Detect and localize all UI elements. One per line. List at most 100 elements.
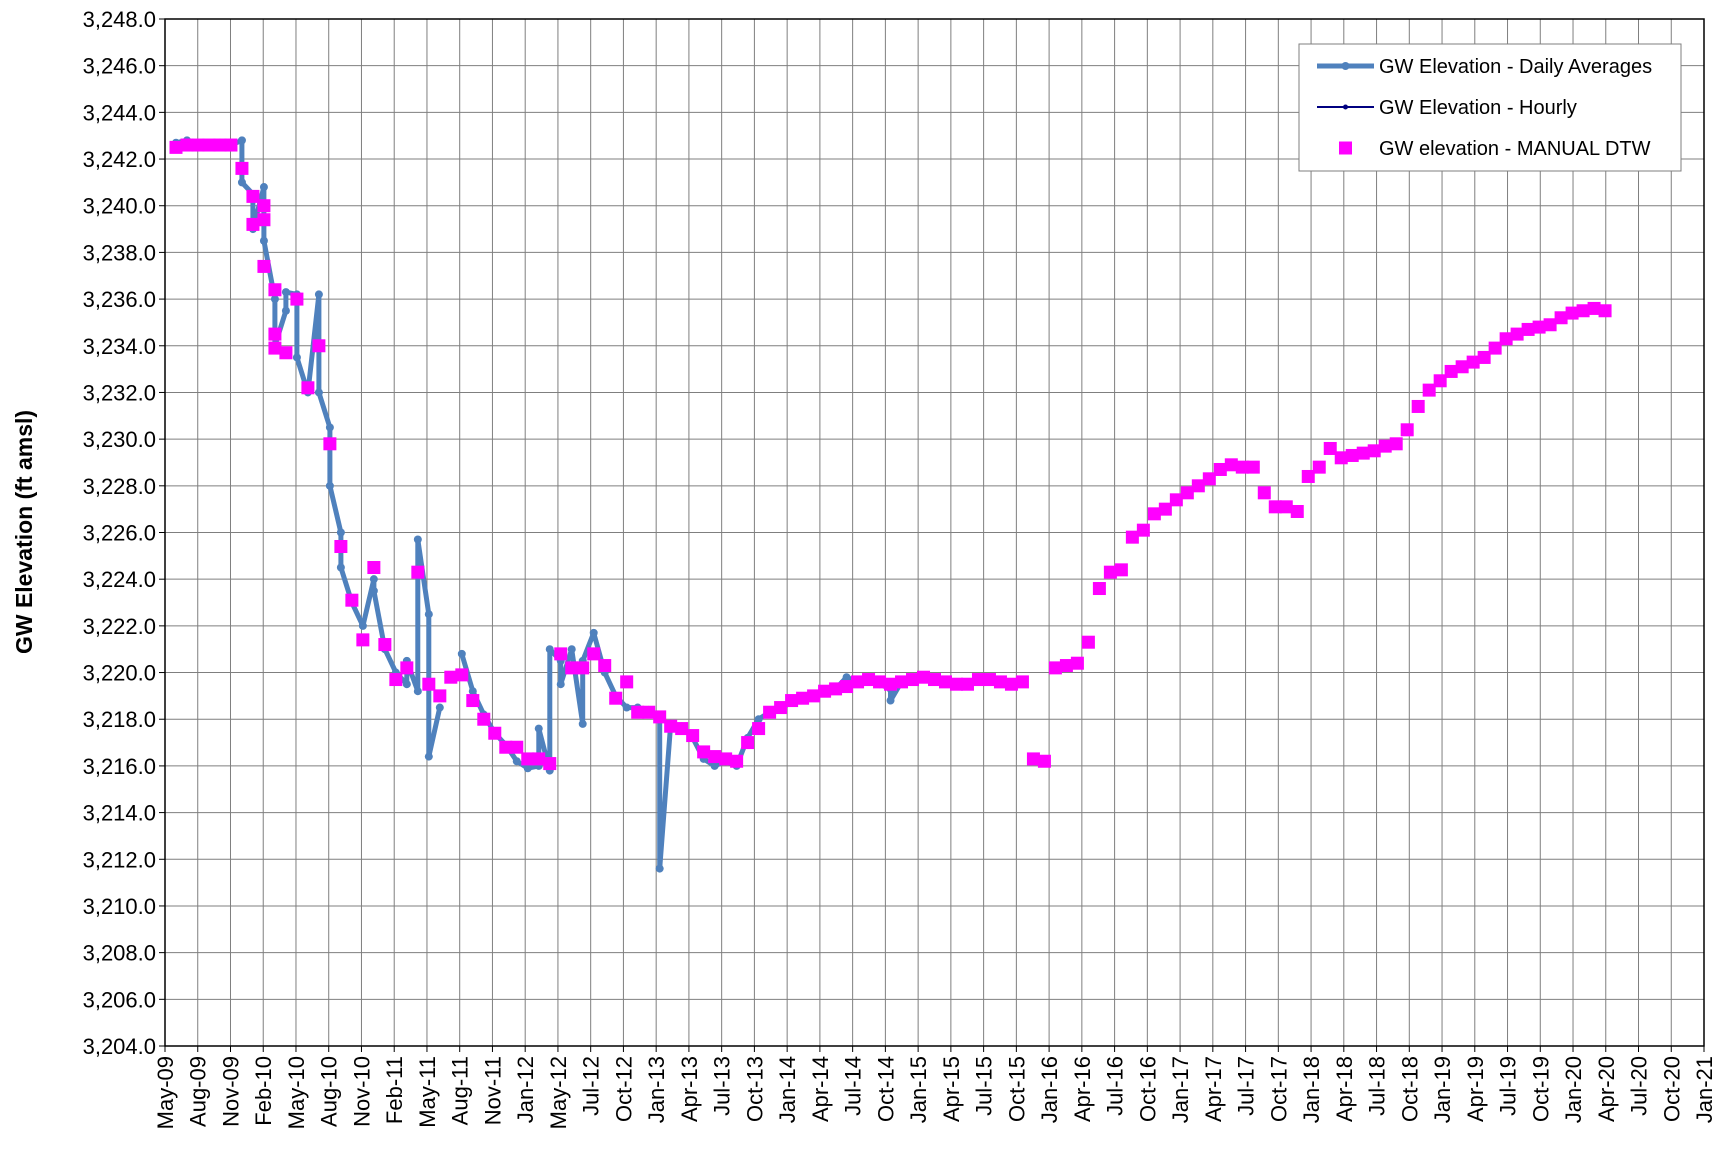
y-tick-label: 3,238.0	[83, 240, 156, 265]
point	[413, 687, 422, 696]
x-tick-label: Apr-18	[1332, 1056, 1357, 1122]
marker	[686, 729, 700, 743]
marker	[1268, 500, 1282, 514]
marker	[411, 565, 425, 579]
y-tick-label: 3,226.0	[83, 521, 156, 546]
marker	[1202, 472, 1216, 486]
y-axis-label: GW Elevation (ft amsl)	[11, 410, 37, 654]
x-tick-label: Jul-17	[1234, 1056, 1259, 1116]
marker	[1521, 322, 1535, 336]
marker	[1180, 486, 1194, 500]
point	[567, 645, 576, 654]
x-tick-label: Jan-19	[1430, 1056, 1455, 1123]
marker	[257, 199, 271, 213]
x-tick-label: Jan-21	[1692, 1056, 1717, 1123]
grid	[164, 18, 1705, 1047]
marker	[312, 339, 326, 353]
point	[512, 757, 521, 766]
y-tick-label: 3,234.0	[83, 334, 156, 359]
marker	[763, 705, 777, 719]
x-tick-label: Nov-09	[218, 1056, 243, 1127]
marker	[840, 680, 854, 694]
x-tick-label: Jan-16	[1037, 1056, 1062, 1123]
marker	[1158, 502, 1172, 516]
y-tick-label: 3,248.0	[83, 7, 156, 32]
x-tick-label: Jan-12	[513, 1056, 538, 1123]
marker	[1246, 460, 1260, 474]
marker	[982, 673, 996, 687]
y-tick-label: 3,232.0	[83, 380, 156, 405]
point	[424, 752, 433, 761]
marker	[675, 722, 689, 736]
x-tick-label: May-10	[284, 1056, 309, 1129]
point	[281, 306, 290, 315]
marker	[642, 705, 656, 719]
x-tick-label: Jul-16	[1103, 1056, 1128, 1116]
point	[556, 680, 565, 689]
marker	[708, 750, 722, 764]
x-tick-label: Feb-10	[251, 1056, 276, 1126]
marker	[1587, 301, 1601, 315]
x-tick-label: Oct-13	[742, 1056, 767, 1122]
marker	[993, 675, 1007, 689]
marker	[356, 633, 370, 647]
x-tick-label: Jul-15	[972, 1056, 997, 1116]
marker	[1169, 493, 1183, 507]
marker	[268, 327, 282, 341]
marker	[697, 745, 711, 759]
x-tick-label: Apr-16	[1070, 1056, 1095, 1122]
marker	[1279, 500, 1293, 514]
point	[325, 481, 334, 490]
marker	[301, 381, 315, 395]
x-tick-label: Apr-19	[1463, 1056, 1488, 1122]
point	[886, 696, 895, 705]
marker	[1367, 444, 1381, 458]
x-tick-label: Jul-18	[1365, 1056, 1390, 1116]
point	[754, 715, 763, 724]
marker	[1554, 311, 1568, 325]
x-tick-label: Jul-19	[1496, 1056, 1521, 1116]
marker	[1103, 565, 1117, 579]
x-tick-label: Nov-11	[480, 1056, 505, 1125]
marker	[257, 213, 271, 227]
marker	[938, 675, 952, 689]
marker	[246, 217, 260, 231]
x-tick-label: May-12	[546, 1056, 571, 1129]
marker	[1433, 374, 1447, 388]
marker	[1290, 504, 1304, 518]
marker	[1191, 479, 1205, 493]
point	[842, 673, 851, 682]
marker	[1576, 304, 1590, 318]
marker	[1499, 332, 1513, 346]
point	[710, 761, 719, 770]
marker	[1345, 448, 1359, 462]
x-tick-label: Oct-19	[1528, 1056, 1553, 1122]
x-tick-label: Apr-14	[808, 1056, 833, 1122]
x-tick-label: Jan-15	[906, 1056, 931, 1123]
marker	[1422, 383, 1436, 397]
x-tick-label: Oct-14	[873, 1056, 898, 1122]
y-tick-label: 3,206.0	[83, 987, 156, 1012]
marker	[1026, 752, 1040, 766]
x-tick-label: Aug-09	[186, 1056, 211, 1127]
marker	[587, 647, 601, 661]
point	[336, 528, 345, 537]
marker	[895, 675, 909, 689]
point	[424, 610, 433, 619]
x-tick-label: Oct-16	[1135, 1056, 1160, 1122]
marker	[576, 661, 590, 675]
y-tick-label: 3,204.0	[83, 1034, 156, 1059]
marker	[1114, 563, 1128, 577]
x-tick-label: Jul-12	[579, 1056, 604, 1116]
y-tick-label: 3,214.0	[83, 801, 156, 826]
marker	[1257, 486, 1271, 500]
marker	[477, 712, 491, 726]
marker	[818, 684, 832, 698]
y-tick-label: 3,230.0	[83, 427, 156, 452]
marker	[1444, 364, 1458, 378]
marker	[1400, 423, 1414, 437]
point	[292, 353, 301, 362]
marker	[1213, 462, 1227, 476]
marker	[400, 661, 414, 675]
marker	[796, 691, 810, 705]
